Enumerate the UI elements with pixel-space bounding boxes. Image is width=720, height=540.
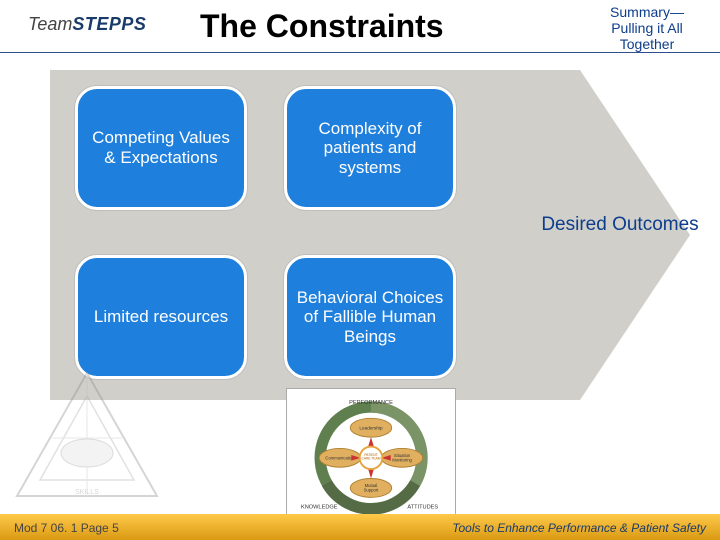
desired-outcomes: Desired Outcomes <box>540 214 700 236</box>
triangle-watermark-icon: SKILLS <box>12 368 162 503</box>
svg-text:PERFORMANCE: PERFORMANCE <box>349 400 393 406</box>
box-competing-values: Competing Values & Expectations <box>75 86 247 210</box>
circular-model-graphic: PERFORMANCE KNOWLEDGE ATTITUDES Leadersh… <box>286 388 456 522</box>
logo-stepps: STEPPS <box>72 14 146 34</box>
box-limited-resources: Limited resources <box>75 255 247 379</box>
box-complexity: Complexity of patients and systems <box>284 86 456 210</box>
svg-text:KNOWLEDGE: KNOWLEDGE <box>301 505 338 511</box>
footer-tagline: Tools to Enhance Performance & Patient S… <box>452 521 706 535</box>
svg-text:CARE TEAM: CARE TEAM <box>361 457 380 461</box>
circle-chart-icon: PERFORMANCE KNOWLEDGE ATTITUDES Leadersh… <box>291 393 451 517</box>
svg-text:Monitoring: Monitoring <box>392 458 412 463</box>
page-title: The Constraints <box>200 8 444 45</box>
header-rule <box>0 52 720 53</box>
svg-text:Support: Support <box>364 488 380 493</box>
svg-text:ATTITUDES: ATTITUDES <box>407 505 438 511</box>
svg-text:SKILLS: SKILLS <box>75 489 99 496</box>
logo: TeamSTEPPS <box>28 14 146 35</box>
svg-text:Leadership: Leadership <box>359 426 383 431</box>
page-subtitle: Summary—Pulling it All Together <box>592 4 702 52</box>
logo-team: Team <box>28 14 72 34</box>
box-behavioral-choices: Behavioral Choices of Fallible Human Bei… <box>284 255 456 379</box>
svg-text:Communication: Communication <box>325 456 355 461</box>
slide: TeamSTEPPS The Constraints Summary—Pulli… <box>0 0 720 540</box>
footer-page-ref: Mod 7 06. 1 Page 5 <box>14 521 119 535</box>
